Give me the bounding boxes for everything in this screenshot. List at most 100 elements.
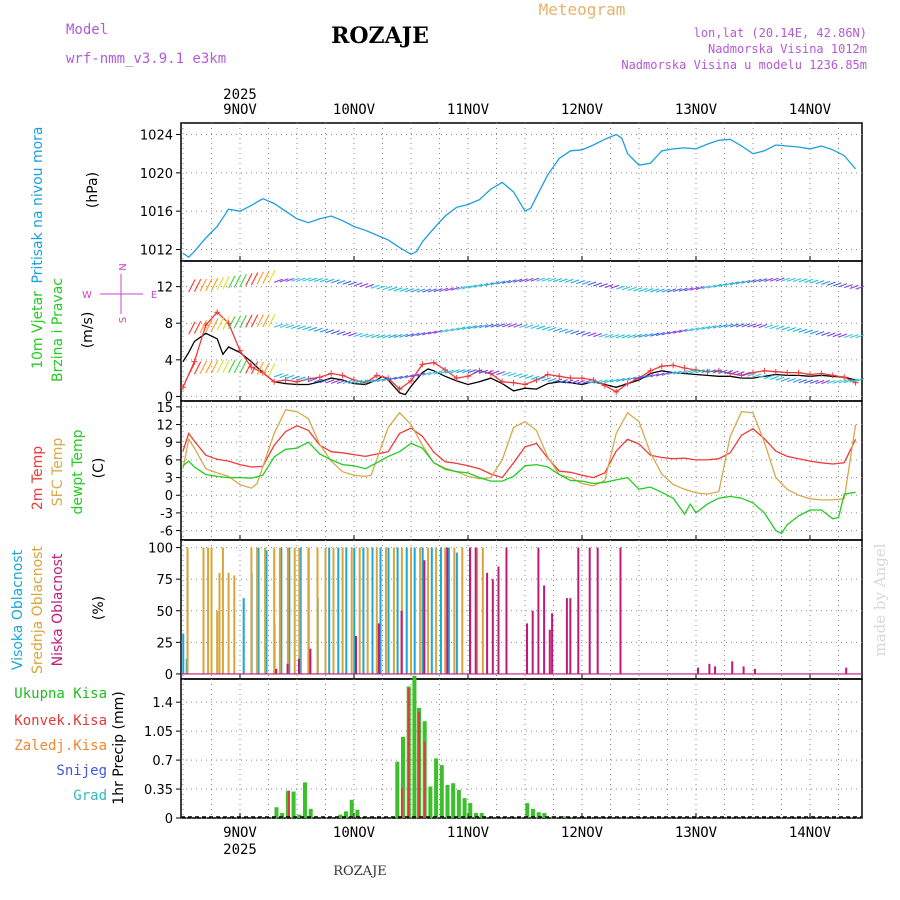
precip-panel: 00.350.71.051.4 — [144, 676, 862, 827]
wind-barb — [804, 330, 812, 333]
ukupna-kisa-bar — [434, 758, 438, 818]
wind-barb — [542, 378, 550, 381]
wind-barb — [194, 321, 200, 333]
wind-barb — [371, 285, 379, 288]
wind-barb — [502, 372, 510, 375]
wind-axis-title: 10m Vjetar — [30, 291, 46, 369]
niska-oblacnost-bar — [355, 636, 357, 674]
wind-barb — [593, 283, 601, 286]
wind-barb — [320, 329, 328, 332]
visoka-oblacnost-bar — [328, 548, 330, 674]
gust-marker — [830, 372, 836, 378]
niska-oblacnost-bar — [423, 560, 425, 674]
y-tick-label: 15 — [156, 401, 173, 416]
brzina-line — [183, 333, 856, 394]
visoka-oblacnost-bar — [406, 548, 408, 674]
y-tick-label: 50 — [156, 605, 173, 620]
wind-barb — [542, 327, 550, 330]
precip-legend-hail: Grad — [73, 788, 107, 804]
gust-marker — [545, 371, 551, 377]
wind-barb — [839, 284, 847, 287]
wind-barb — [525, 375, 533, 378]
wind-barb — [263, 314, 269, 326]
wind-barb — [514, 374, 522, 377]
chart-kind-title: Meteogram — [539, 0, 626, 19]
top-date-label: 9NOV — [223, 102, 257, 118]
y-tick-label: 6 — [165, 454, 173, 469]
wind-barb — [565, 330, 573, 333]
konvek-kisa-bar — [418, 712, 420, 818]
y-tick-label: 12 — [156, 281, 173, 296]
precip-legend-snow: Snijeg — [56, 763, 107, 779]
wind-barb — [263, 363, 269, 375]
niska-oblacnost-bar — [597, 548, 599, 674]
model-label: Model — [66, 22, 108, 38]
srednja-oblacnost-bar — [410, 548, 412, 674]
panel-frame — [181, 540, 862, 679]
ukupna-kisa-bar — [303, 782, 307, 818]
bottom-date-labels: 9NOV 10NOV 11NOV 12NOV 13NOV 14NOV — [223, 825, 831, 841]
compass-west: W — [82, 290, 92, 301]
wind-barb — [240, 315, 246, 327]
footer-station: ROZAJE — [333, 864, 387, 879]
model-elevation-label: Nadmorska Visina u modelu 1236.85m — [621, 58, 867, 72]
niska-oblacnost-bar — [475, 548, 477, 674]
precip-legend-frozen: Zaledj.Kisa — [14, 738, 107, 754]
wind-barb — [269, 270, 275, 282]
precip-legend-total: Ukupna Kisa — [14, 686, 107, 702]
wind-barb — [810, 331, 818, 334]
srednja-oblacnost-bar — [461, 548, 463, 674]
wind-barb — [269, 314, 275, 326]
top-date-label: 13NOV — [675, 102, 718, 118]
cloud-unit: (%) — [91, 596, 107, 620]
visoka-oblacnost-bar — [431, 548, 433, 674]
visoka-oblacnost-bar — [372, 548, 374, 674]
precip-legend-conv: Konvek.Kisa — [14, 713, 107, 729]
niska-oblacnost-bar — [532, 611, 534, 674]
wind-barb — [223, 277, 229, 289]
srednja-oblacnost-bar — [211, 548, 213, 674]
y-tick-label: -6 — [160, 525, 173, 540]
visoka-oblacnost-bar — [456, 553, 458, 674]
y-tick-label: -3 — [160, 507, 173, 522]
visoka-oblacnost-bar — [414, 548, 416, 674]
wind-barb — [782, 378, 790, 381]
srednja-oblacnost-bar — [298, 548, 300, 674]
y-tick-label: 0.35 — [144, 783, 173, 798]
station-title: ROZAJE — [331, 23, 429, 49]
temperature-panel: -6-303691215 — [156, 401, 862, 540]
ukupna-kisa-bar — [457, 790, 461, 818]
year-label-top: 2025 — [223, 87, 257, 103]
niska-oblacnost-bar — [498, 567, 500, 674]
srednja-oblacnost-bar — [351, 548, 353, 674]
wind-barb — [246, 315, 252, 327]
y-tick-label: 12 — [156, 419, 173, 434]
bottom-date-label: 9NOV — [223, 825, 257, 841]
wind-barb — [217, 318, 223, 330]
wind-barb — [200, 279, 206, 291]
niska-oblacnost-bar — [566, 598, 568, 674]
niska-oblacnost-bar — [378, 623, 380, 674]
visoka-oblacnost-bar — [440, 548, 442, 674]
mid-cloud-axis-title: Srednja Oblacnost — [30, 546, 46, 674]
srednja-oblacnost-bar — [218, 573, 220, 674]
srednja-oblacnost-bar — [216, 611, 218, 674]
y-tick-label: 25 — [156, 636, 173, 651]
srednja-oblacnost-bar — [294, 548, 296, 674]
top-date-label: 12NOV — [561, 102, 604, 118]
ukupna-kisa-bar — [428, 787, 432, 818]
konvek-kisa-bar — [288, 791, 290, 818]
y-tick-label: 1024 — [140, 129, 173, 144]
pritisak-line — [183, 135, 856, 258]
wind-barb — [365, 284, 373, 287]
bottom-date-label: 14NOV — [789, 825, 832, 841]
dewpt-axis-title: dewpt Temp — [70, 429, 86, 514]
panel-frame — [181, 401, 862, 540]
y-tick-label: 75 — [156, 573, 173, 588]
srednja-oblacnost-bar — [287, 548, 289, 674]
bottom-date-label: 11NOV — [447, 825, 490, 841]
wind-axis-subtitle: Brzina i Pravac — [50, 278, 66, 382]
wind-barb — [246, 273, 252, 285]
visoka-oblacnost-bar — [345, 548, 347, 674]
model-name: wrf-nmm_v3.9.1 e3km — [66, 51, 226, 67]
